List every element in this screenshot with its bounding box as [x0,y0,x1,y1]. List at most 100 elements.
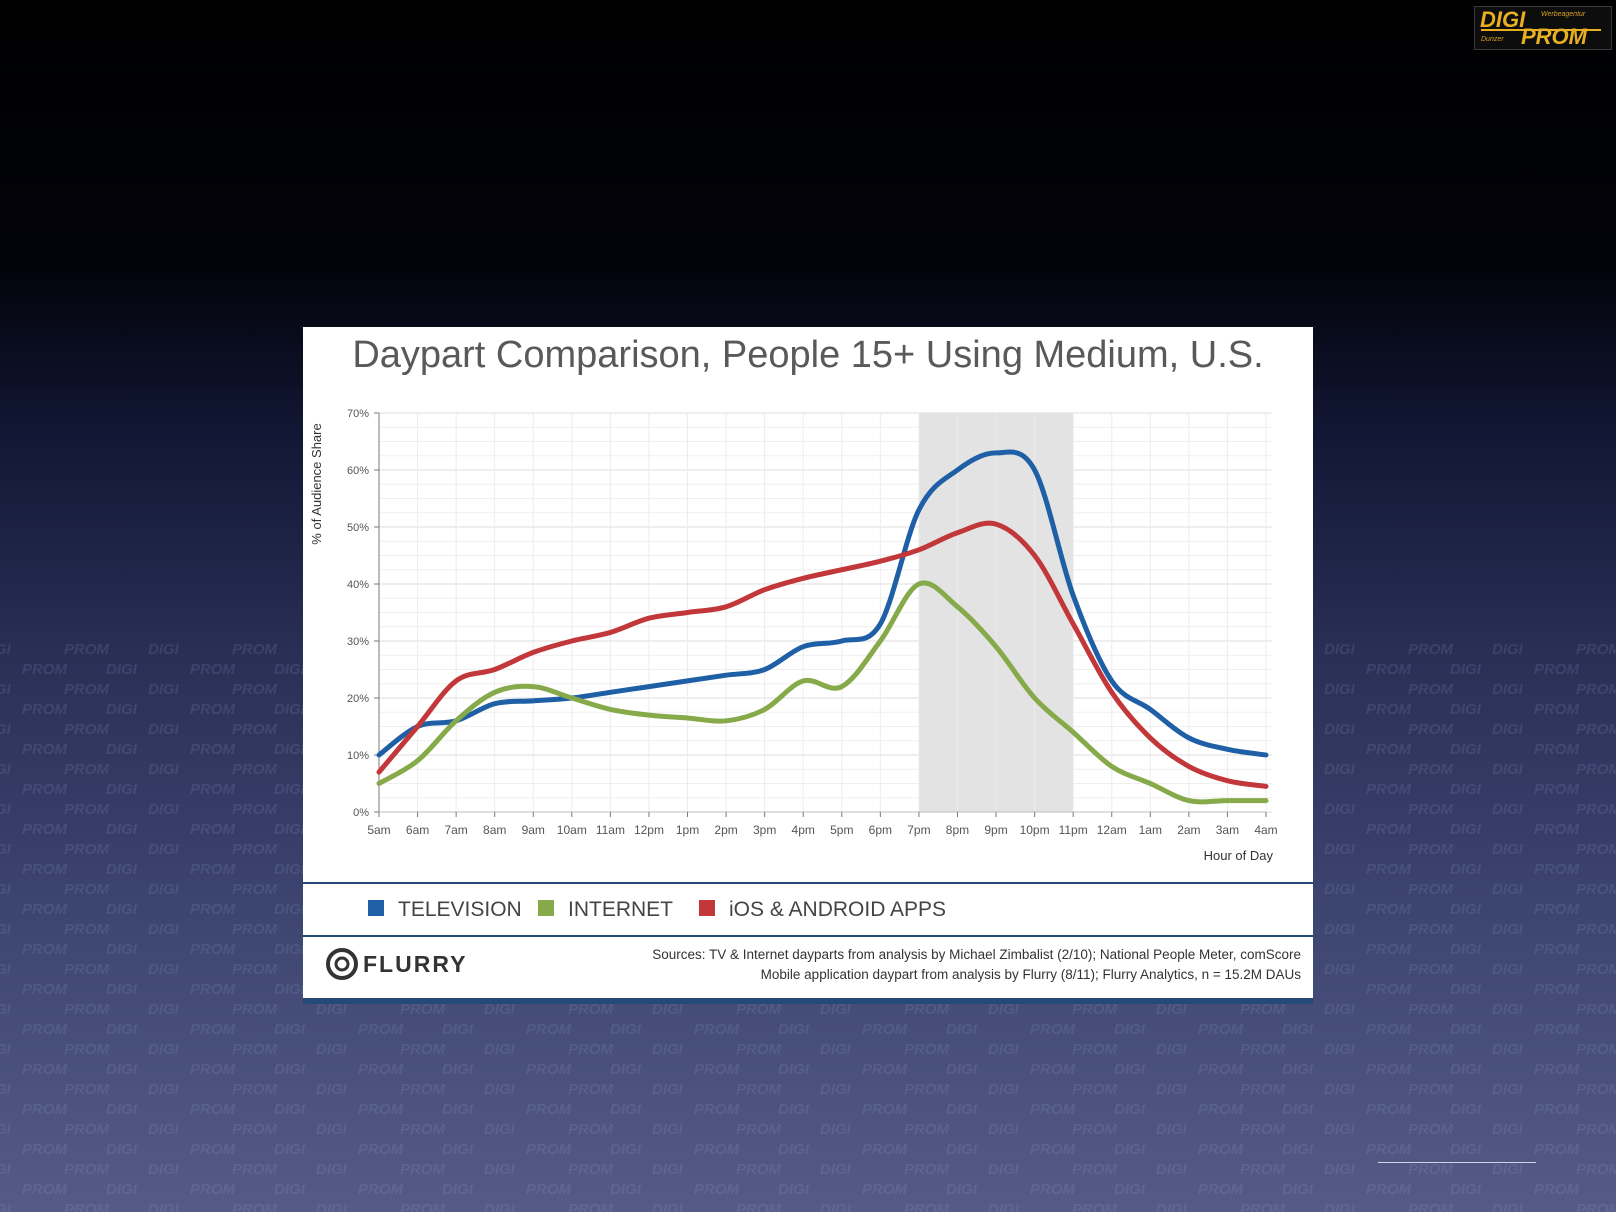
watermark-word: PROM [22,1141,68,1158]
legend-swatch [699,900,715,916]
watermark-word: DIGI [820,1161,852,1178]
y-tick-label: 0% [353,807,369,819]
watermark-word: PROM [22,1061,68,1078]
watermark-word: PROM [1072,1201,1118,1212]
x-tick-label: 8pm [946,823,969,837]
watermark-word: PROM [1240,1201,1286,1212]
chart-grid [379,412,1272,813]
watermark-word: PROM [64,681,110,698]
watermark-word: PROM [1198,1061,1244,1078]
watermark-word: PROM [232,1081,278,1098]
watermark-word: DIGI [946,1141,978,1158]
watermark-word: PROM [1576,961,1616,978]
watermark-word: PROM [862,1181,908,1198]
watermark-word: PROM [1366,1061,1412,1078]
watermark-word: DIGI [1324,1041,1356,1058]
watermark-word: DIGI [1450,861,1482,878]
watermark-word: PROM [190,1021,236,1038]
watermark-word: DIGI [148,841,180,858]
watermark-word: PROM [1534,901,1580,918]
watermark-word: DIGI [610,1101,642,1118]
flurry-logo-text: FLURRY [363,951,467,977]
watermark-word: DIGI [1114,1101,1146,1118]
watermark-word: DIGI [1324,1081,1356,1098]
x-tick-label: 7am [444,823,467,837]
watermark-word: PROM [1366,861,1412,878]
watermark-word: DIGI [274,1021,306,1038]
watermark-word: DIGI [148,801,180,818]
watermark-word: PROM [1366,821,1412,838]
watermark-word: PROM [1198,1141,1244,1158]
watermark-word: DIGI [274,741,306,758]
watermark-word: PROM [232,1161,278,1178]
watermark-word: DIGI [316,1121,348,1138]
watermark-word: PROM [736,1081,782,1098]
watermark-word: PROM [904,1081,950,1098]
watermark-word: DIGI [274,821,306,838]
watermark-word: PROM [1366,701,1412,718]
watermark-word: DIGI [148,1001,180,1018]
watermark-word: PROM [190,1141,236,1158]
watermark-word: PROM [1408,1081,1454,1098]
watermark-word: PROM [22,901,68,918]
watermark-word: PROM [1240,1161,1286,1178]
x-tick-label: 3pm [753,823,776,837]
watermark-word: DIGI [316,1161,348,1178]
watermark-word: DIGI [1324,921,1356,938]
watermark-word: PROM [22,1181,68,1198]
watermark-word: PROM [526,1061,572,1078]
watermark-word: DIGI [1450,981,1482,998]
watermark-word: DIGI [1324,641,1356,658]
watermark-word: PROM [190,821,236,838]
watermark-word: PROM [1576,841,1616,858]
watermark-word: PROM [526,1181,572,1198]
watermark-word: PROM [1534,1181,1580,1198]
digiprom-logo: Werbeagentur DIGI Dunzer PROM [1474,6,1612,50]
watermark-word: DIGI [274,981,306,998]
watermark-word: DIGI [1156,1201,1188,1212]
watermark-word: PROM [232,961,278,978]
watermark-word: PROM [232,881,278,898]
watermark-word: DIGI [1492,761,1524,778]
watermark-word: DIGI [106,701,138,718]
watermark-word: DIGI [1114,1061,1146,1078]
watermark-word: DIGI [1492,1001,1524,1018]
watermark-word: DIGI [1492,921,1524,938]
watermark-word: PROM [400,1121,446,1138]
watermark-word: PROM [1576,1161,1616,1178]
watermark-word: PROM [1576,801,1616,818]
watermark-word: DIGI [1114,1141,1146,1158]
watermark-word: DIGI [1492,961,1524,978]
watermark-word: DIGI [484,1081,516,1098]
watermark-word: DIGI [1114,1181,1146,1198]
watermark-word: DIGI [1450,1181,1482,1198]
watermark-word: PROM [1366,781,1412,798]
watermark-word: PROM [400,1201,446,1212]
watermark-word: DIGI [610,1181,642,1198]
watermark-word: DIGI [1492,721,1524,738]
x-tick-label: 12pm [634,823,664,837]
watermark-word: PROM [232,681,278,698]
watermark-word: DIGI [0,801,12,818]
watermark-word: PROM [232,921,278,938]
watermark-word: DIGI [0,681,12,698]
watermark-word: PROM [736,1121,782,1138]
watermark-word: PROM [1576,881,1616,898]
watermark-word: DIGI [1450,661,1482,678]
watermark-word: PROM [22,781,68,798]
watermark-word: DIGI [1450,701,1482,718]
watermark-word: DIGI [820,1121,852,1138]
watermark-word: PROM [232,641,278,658]
y-axis-label: % of Audience Share [309,423,324,544]
watermark-word: DIGI [0,1201,12,1212]
watermark-word: PROM [904,1121,950,1138]
watermark-word: PROM [1030,1141,1076,1158]
watermark-word: DIGI [1156,1121,1188,1138]
watermark-word: DIGI [1450,1101,1482,1118]
x-tick-label: 7pm [907,823,930,837]
watermark-word: DIGI [1282,1181,1314,1198]
sources-line-1: Sources: TV & Internet dayparts from ana… [652,947,1301,962]
watermark-word: PROM [526,1141,572,1158]
watermark-word: DIGI [652,1041,684,1058]
watermark-word: DIGI [988,1041,1020,1058]
